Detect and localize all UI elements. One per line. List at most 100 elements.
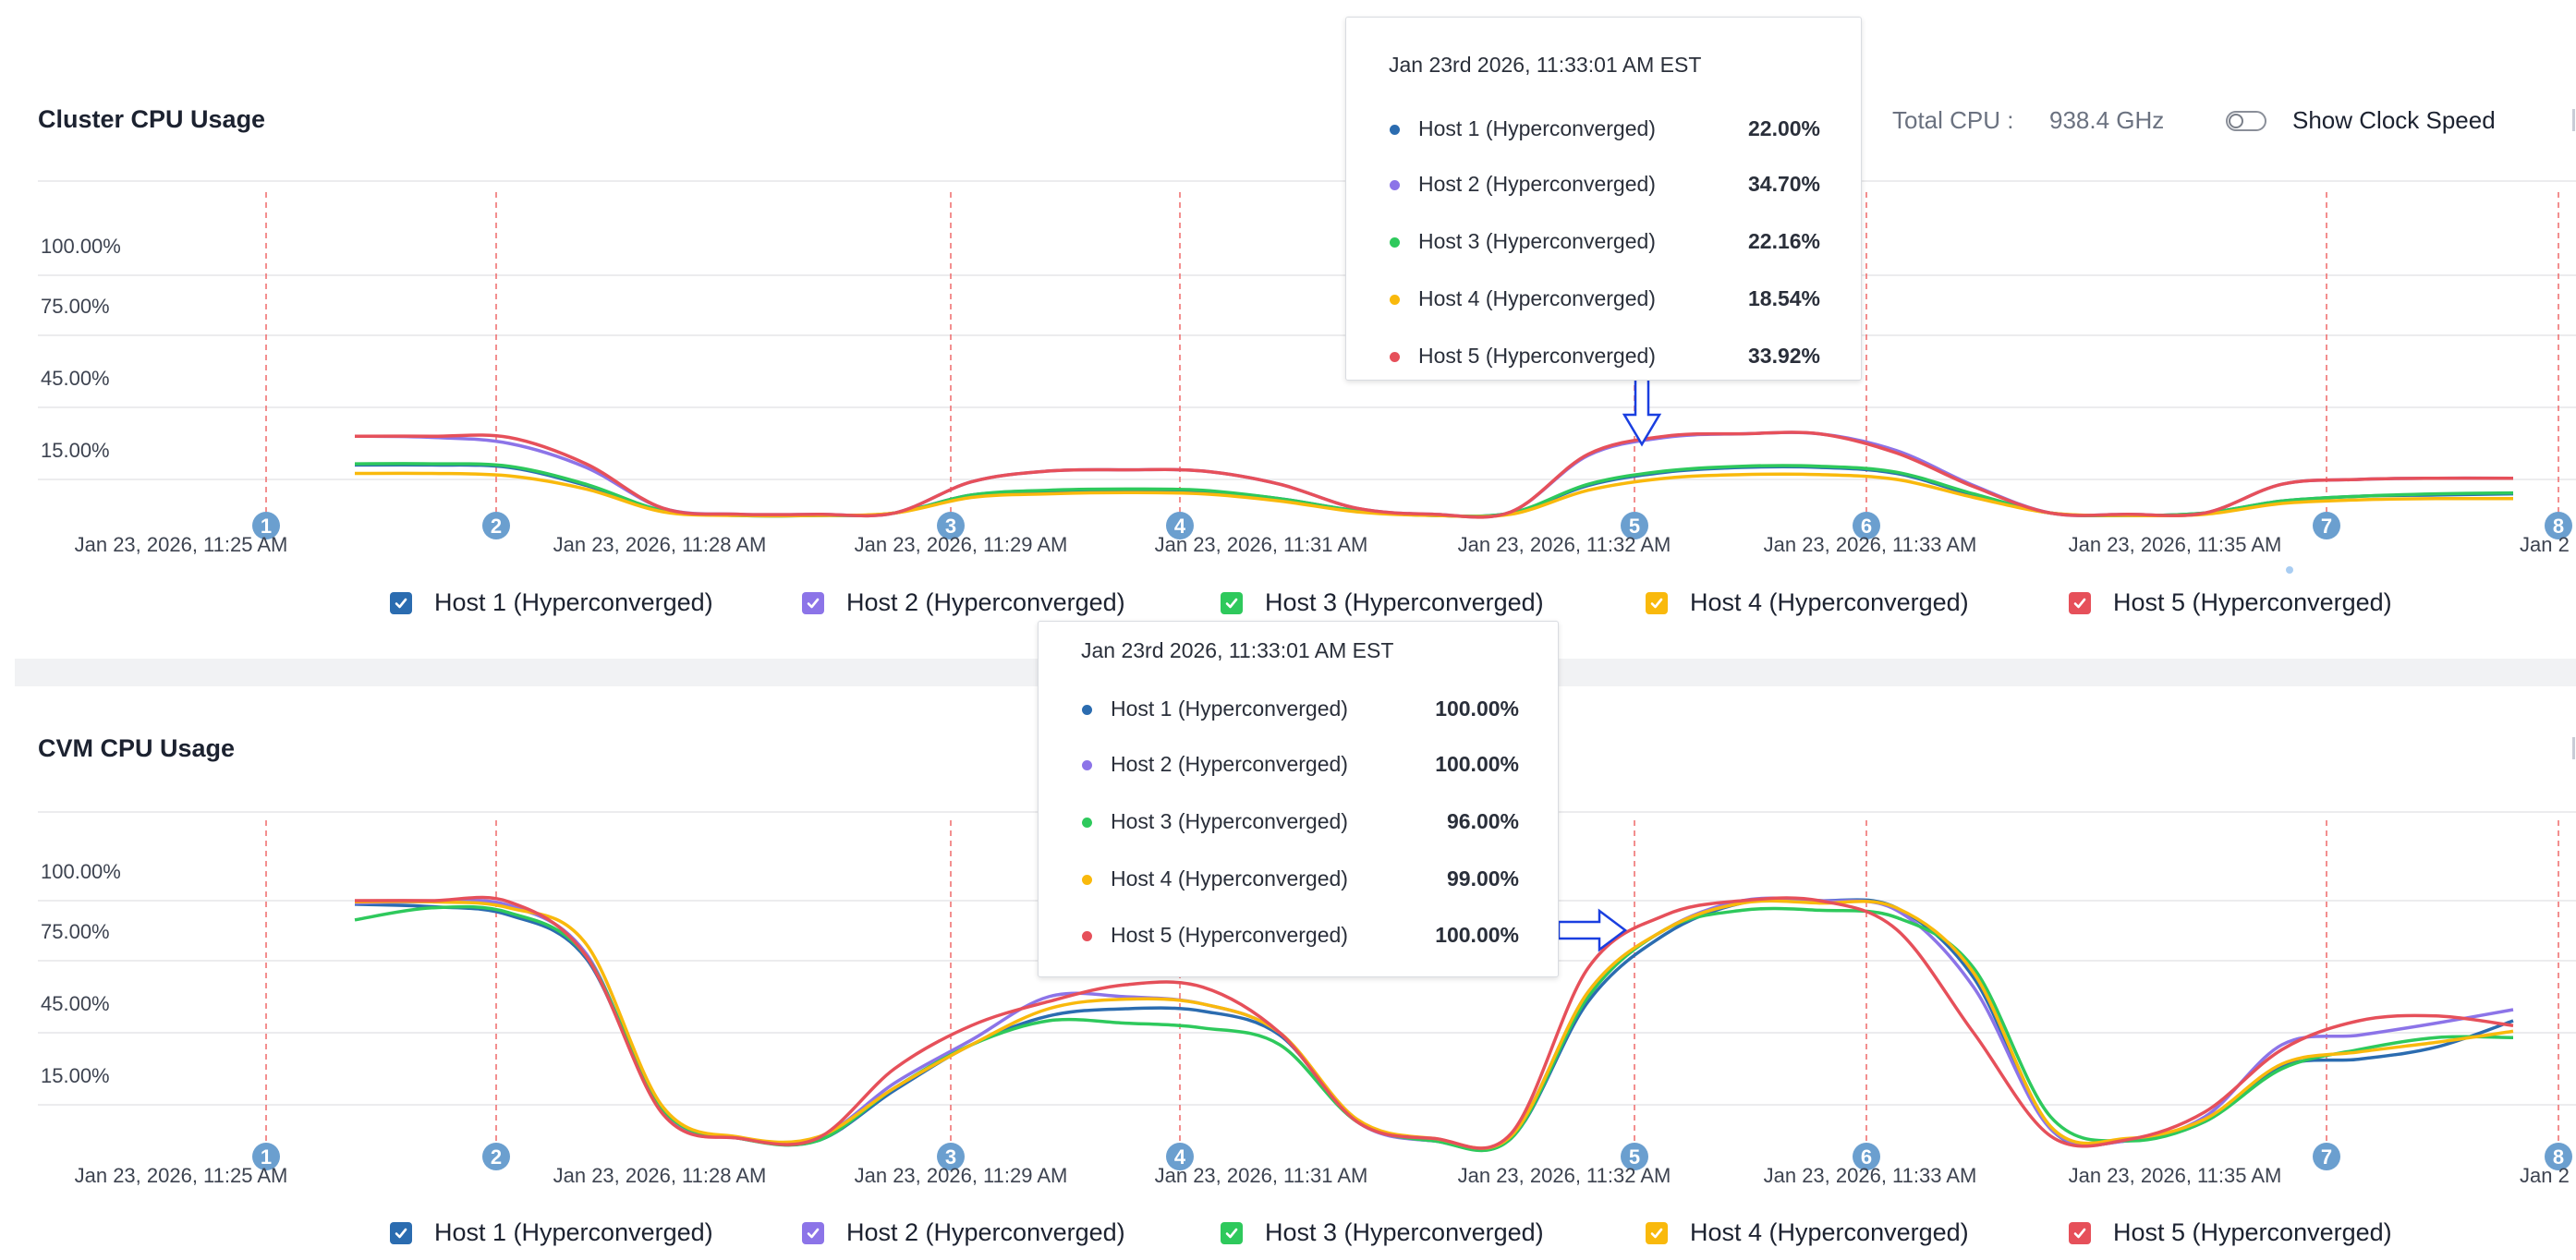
- legend-item-host-2[interactable]: Host 2 (Hyperconverged): [802, 588, 1125, 617]
- legend-item-host-3[interactable]: Host 3 (Hyperconverged): [1221, 1218, 1544, 1247]
- tooltip-series-label: Host 3 (Hyperconverged): [1111, 809, 1348, 833]
- event-marker-2[interactable]: 2: [482, 1143, 510, 1170]
- legend-item-host-4[interactable]: Host 4 (Hyperconverged): [1646, 1218, 1969, 1247]
- y-tick-label: 15.00%: [41, 1064, 110, 1087]
- legend-label: Host 4 (Hyperconverged): [1690, 1218, 1969, 1246]
- legend-item-host-4[interactable]: Host 4 (Hyperconverged): [1646, 588, 1969, 617]
- y-tick-label: 75.00%: [41, 295, 110, 318]
- event-marker-number: 5: [1629, 1145, 1640, 1169]
- series-dot-icon: [1390, 180, 1400, 190]
- event-marker-6[interactable]: 6: [1853, 1143, 1880, 1170]
- legend-item-host-1[interactable]: Host 1 (Hyperconverged): [390, 1218, 713, 1247]
- event-marker-3[interactable]: 3: [937, 512, 965, 539]
- series-line-host-1: [354, 463, 2514, 518]
- checkbox-checked-icon[interactable]: [802, 1221, 824, 1244]
- checkbox-checked-icon[interactable]: [390, 591, 412, 614]
- tooltip-series-value: 22.00%: [1747, 116, 1820, 140]
- legend-item-host-2[interactable]: Host 2 (Hyperconverged): [802, 1218, 1125, 1247]
- legend-label: Host 5 (Hyperconverged): [2113, 1218, 2392, 1246]
- event-marker-number: 3: [945, 515, 956, 538]
- series-dot-icon: [1390, 295, 1400, 305]
- show-clock-speed-label[interactable]: Show Clock Speed: [2292, 106, 2496, 134]
- total-cpu-value: 938.4 GHz: [2049, 106, 2165, 134]
- event-marker-3[interactable]: 3: [937, 1143, 965, 1170]
- event-marker-number: 1: [261, 1145, 272, 1169]
- legend-item-host-5[interactable]: Host 5 (Hyperconverged): [2069, 1218, 2392, 1247]
- event-marker-number: 8: [2553, 515, 2564, 538]
- x-tick-label: Jan 23, 2026, 11:29 AM: [855, 1164, 1068, 1187]
- tooltip-row: Host 1 (Hyperconverged) 22.00%: [1346, 116, 1861, 144]
- tooltip-row: Host 2 (Hyperconverged) 34.70%: [1346, 172, 1861, 200]
- legend-label: Host 5 (Hyperconverged): [2113, 588, 2392, 616]
- y-tick-label: 100.00%: [41, 235, 121, 258]
- series-dot-icon: [1082, 875, 1092, 885]
- x-tick-label: Jan 23, 2026, 11:32 AM: [1458, 1164, 1671, 1187]
- event-marker-7[interactable]: 7: [2313, 1143, 2340, 1170]
- checkbox-checked-icon[interactable]: [1646, 591, 1668, 614]
- event-marker-8[interactable]: 8: [2545, 1143, 2572, 1170]
- event-marker-5[interactable]: 5: [1621, 1143, 1648, 1170]
- cluster-cpu-title: Cluster CPU Usage: [38, 105, 266, 133]
- tooltip-series-value: 22.16%: [1747, 229, 1820, 253]
- chart-1: 100.00% 75.00% 45.00% 15.00% 1 2 3 4 5 6 7 8 Jan 23,…: [38, 811, 2576, 1187]
- event-marker-6[interactable]: 6: [1853, 512, 1880, 539]
- checkbox-checked-icon[interactable]: [2069, 1221, 2091, 1244]
- y-tick-label: 75.00%: [41, 920, 110, 943]
- event-marker-1[interactable]: 1: [252, 512, 280, 539]
- tooltip-series-value: 100.00%: [1435, 752, 1519, 776]
- series-dot-icon: [1082, 818, 1092, 828]
- x-tick-label: Jan 23, 2026, 11:29 AM: [855, 533, 1068, 556]
- event-marker-8[interactable]: 8: [2545, 512, 2572, 539]
- tooltip-series-label: Host 1 (Hyperconverged): [1111, 697, 1348, 721]
- x-tick-label: Jan 23, 2026, 11:31 AM: [1155, 1164, 1368, 1187]
- event-marker-number: 3: [945, 1145, 956, 1169]
- event-marker-number: 6: [1861, 1145, 1872, 1169]
- series-dot-icon: [1082, 760, 1092, 770]
- legend-label: Host 2 (Hyperconverged): [846, 588, 1125, 616]
- event-marker-number: 1: [261, 515, 272, 538]
- checkbox-checked-icon[interactable]: [390, 1221, 412, 1244]
- checkbox-checked-icon[interactable]: [2069, 591, 2091, 614]
- x-tick-label: Jan 23, 2026, 11:31 AM: [1155, 533, 1368, 556]
- tooltip-series-label: Host 4 (Hyperconverged): [1111, 866, 1348, 890]
- event-marker-4[interactable]: 4: [1166, 1143, 1194, 1170]
- event-marker-number: 4: [1174, 515, 1186, 538]
- overflow-control-edge: [2572, 109, 2575, 131]
- event-marker-circle: [1853, 512, 1880, 539]
- checkbox-checked-icon[interactable]: [1221, 1221, 1243, 1244]
- tooltip-title: Jan 23rd 2026, 11:33:01 AM EST: [1389, 53, 1702, 77]
- event-marker-circle: [482, 1143, 510, 1170]
- legend-label: Host 1 (Hyperconverged): [434, 1218, 713, 1246]
- event-marker-7[interactable]: 7: [2313, 512, 2340, 539]
- series-dot-icon: [1082, 931, 1092, 941]
- legend-item-host-5[interactable]: Host 5 (Hyperconverged): [2069, 588, 2392, 617]
- event-marker-2[interactable]: 2: [482, 512, 510, 539]
- legend-item-host-3[interactable]: Host 3 (Hyperconverged): [1221, 588, 1544, 617]
- event-marker-5[interactable]: 5: [1621, 512, 1648, 539]
- event-marker-circle: [1621, 512, 1648, 539]
- event-marker-1[interactable]: 1: [252, 1143, 280, 1170]
- event-marker-number: 8: [2553, 1145, 2564, 1169]
- legend-item-host-1[interactable]: Host 1 (Hyperconverged): [390, 588, 713, 617]
- x-tick-label: Jan 23, 2026, 11:28 AM: [553, 533, 767, 556]
- legend-label: Host 3 (Hyperconverged): [1265, 588, 1544, 616]
- legend-label: Host 3 (Hyperconverged): [1265, 1218, 1544, 1246]
- show-clock-speed-toggle[interactable]: [2226, 111, 2266, 131]
- tooltip-series-value: 96.00%: [1446, 809, 1519, 833]
- event-marker-4[interactable]: 4: [1166, 512, 1194, 539]
- event-marker-circle: [1166, 1143, 1194, 1170]
- x-tick-label: Jan 23, 2026, 11:25 AM: [75, 1164, 288, 1187]
- tooltip-series-label: Host 5 (Hyperconverged): [1111, 923, 1348, 947]
- checkbox-checked-icon[interactable]: [1221, 591, 1243, 614]
- series-dot-icon: [1082, 705, 1092, 715]
- x-tick-label: Jan 23, 2026, 11:35 AM: [2069, 533, 2282, 556]
- toggle-knob: [2229, 114, 2243, 128]
- tooltip-series-value: 100.00%: [1435, 923, 1519, 947]
- tooltip-row: Host 5 (Hyperconverged) 100.00%: [1039, 923, 1558, 951]
- checkbox-checked-icon[interactable]: [1646, 1221, 1668, 1244]
- event-marker-number: 6: [1861, 515, 1872, 538]
- tooltip-series-value: 34.70%: [1747, 172, 1820, 196]
- checkbox-checked-icon[interactable]: [802, 591, 824, 614]
- tooltip-row: Host 2 (Hyperconverged) 100.00%: [1039, 752, 1558, 780]
